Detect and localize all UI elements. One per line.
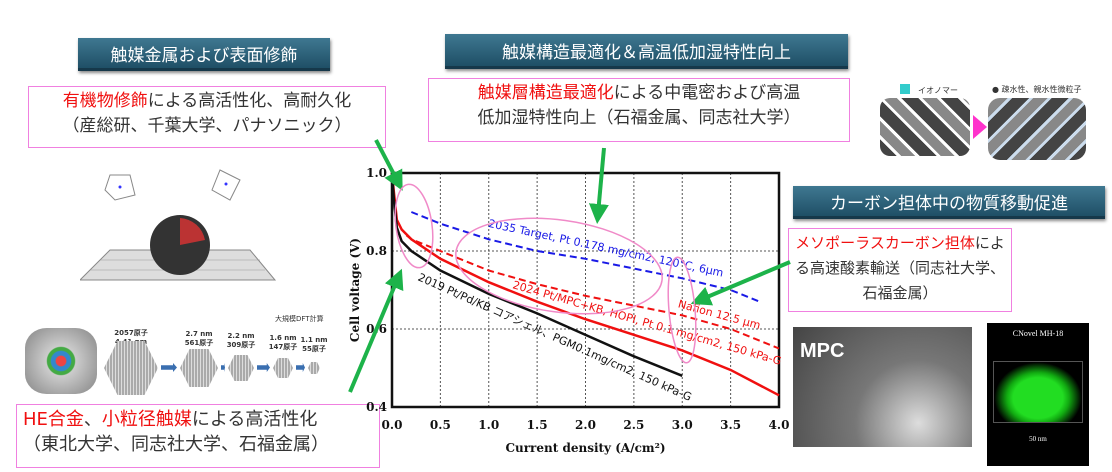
y-tick-label: 0.8 — [366, 244, 387, 258]
x-tick-label: 3.5 — [720, 418, 741, 432]
cluster-label: 1.6 nm 147原子 — [267, 334, 299, 352]
x-tick-label: 2.0 — [575, 418, 596, 432]
cluster-label-line: 561原子 — [184, 339, 214, 347]
core-shell-particle-illustration — [80, 169, 277, 281]
cluster-label-line: 147原子 — [268, 343, 298, 351]
ionomer-aggregate-image — [880, 98, 970, 156]
he-alloy-nanoparticle-image — [25, 328, 97, 394]
cluster-image — [228, 355, 254, 381]
highlight: 触媒層構造 — [477, 83, 563, 103]
arrow-right-icon — [296, 363, 305, 372]
note-he-alloy: HE合金、小粒径触媒による高活性化 （東北大学、同志社大学、石福金属） — [16, 404, 380, 468]
cluster-image — [104, 341, 158, 395]
particle-label-text: 疎水性、親水性微粒子 — [1001, 85, 1082, 94]
mpc-label: MPC — [800, 340, 845, 362]
text: による中電密および高温 — [613, 83, 801, 103]
ionomer-icon — [900, 84, 910, 94]
cluster-image — [180, 349, 218, 387]
x-axis-label: Current density (A/cm²) — [505, 441, 665, 455]
x-tick-label: 0.5 — [430, 418, 451, 432]
header-catalyst-metal: 触媒金属および表面修飾 — [78, 38, 330, 71]
text: によ — [974, 234, 1005, 252]
dft-label: 大規模DFT計算 — [275, 315, 324, 323]
x-tick-label: 0.0 — [382, 418, 403, 432]
cluster-label-line: 2.2 nm — [227, 332, 255, 340]
cluster-label: 2.2 nm 309原子 — [223, 332, 259, 350]
arrow-right-icon — [257, 363, 270, 372]
x-tick-label: 1.0 — [478, 418, 499, 432]
note-catalyst-layer: 触媒層構造最適化による中電密および高温 低加湿特性向上（石福金属、同志社大学） — [428, 78, 850, 142]
cluster-label-line: 2057原子 — [114, 329, 148, 337]
mpc-sem-image: MPC — [793, 327, 972, 447]
cluster-label-line: 55原子 — [302, 345, 326, 353]
y-axis-label: Cell voltage (V) — [348, 238, 362, 342]
x-tick-label: 4.0 — [769, 418, 790, 432]
text: 低加湿特性向上（石福金属、同志社大学） — [477, 108, 801, 128]
cluster-image — [273, 358, 293, 378]
x-tick-label: 2.5 — [623, 418, 644, 432]
y-tick-label: 0.4 — [366, 400, 387, 414]
highlight: 合金 — [47, 409, 84, 430]
arrow-right-icon — [221, 363, 225, 372]
highlight: メソポーラスカーボン担体 — [795, 234, 975, 252]
cluster-label-line: 2.7 nm — [185, 330, 213, 338]
cnovel-label: CNovel MH-18 — [1012, 329, 1064, 338]
text: による高活性化、高耐久化 — [147, 91, 352, 111]
polarization-chart: 0.0 0.5 1.0 1.5 2.0 2.5 3.0 3.5 4.0 0.4 0.6 0.8 1.0 C… — [348, 166, 790, 455]
text: 石福金属） — [862, 284, 938, 302]
cnovel-3d-image: CNovel MH-18 50 nm — [987, 323, 1089, 466]
text: （産総研、千葉大学、パナソニック） — [62, 116, 352, 136]
series-line — [405, 234, 780, 350]
y-tick-label: 1.0 — [366, 166, 387, 180]
highlight: 有機物修飾 — [62, 91, 148, 111]
scale-bar-label: 50 nm — [1029, 435, 1047, 443]
text: による高活性化 — [191, 409, 318, 430]
arrow-right-icon — [161, 363, 177, 372]
cluster-image — [308, 362, 320, 374]
y-tick-label: 0.6 — [366, 322, 387, 336]
particle-label: ● 疎水性、親水性微粒子 — [992, 85, 1082, 94]
highlight: 最適化 — [562, 83, 614, 103]
particle-coated-aggregate-image — [988, 98, 1086, 160]
cluster-label: 1.1 nm 55原子 — [300, 336, 328, 354]
text: （東北大学、同志社大学、石福金属） — [23, 434, 329, 455]
highlight: HE — [23, 409, 48, 430]
ionomer-label: イオノマー — [918, 86, 958, 95]
text: 、 — [83, 409, 102, 430]
x-tick-label: 3.0 — [672, 418, 693, 432]
note-mesoporous-carbon: メソポーラスカーボン担体によ る高速酸素輸送（同志社大学、 石福金属） — [788, 228, 1012, 312]
arrow-right-icon — [973, 115, 987, 139]
note-organic-modification: 有機物修飾による高活性化、高耐久化 （産総研、千葉大学、パナソニック） — [28, 86, 386, 148]
cluster-label-line: 309原子 — [226, 341, 256, 349]
highlight: 小粒径触媒 — [101, 409, 192, 430]
green-network — [993, 361, 1083, 423]
cluster-label: 2.7 nm 561原子 — [177, 330, 221, 348]
header-carbon-support: カーボン担体中の物質移動促進 — [793, 186, 1105, 219]
text: る高速酸素輸送（同志社大学、 — [794, 259, 1005, 277]
cluster-label-line: 1.6 nm — [269, 334, 297, 342]
cluster-label-line: 1.1 nm — [300, 336, 328, 344]
header-catalyst-structure: 触媒構造最適化＆高温低加湿特性向上 — [445, 34, 848, 69]
x-tick-label: 1.5 — [527, 418, 548, 432]
